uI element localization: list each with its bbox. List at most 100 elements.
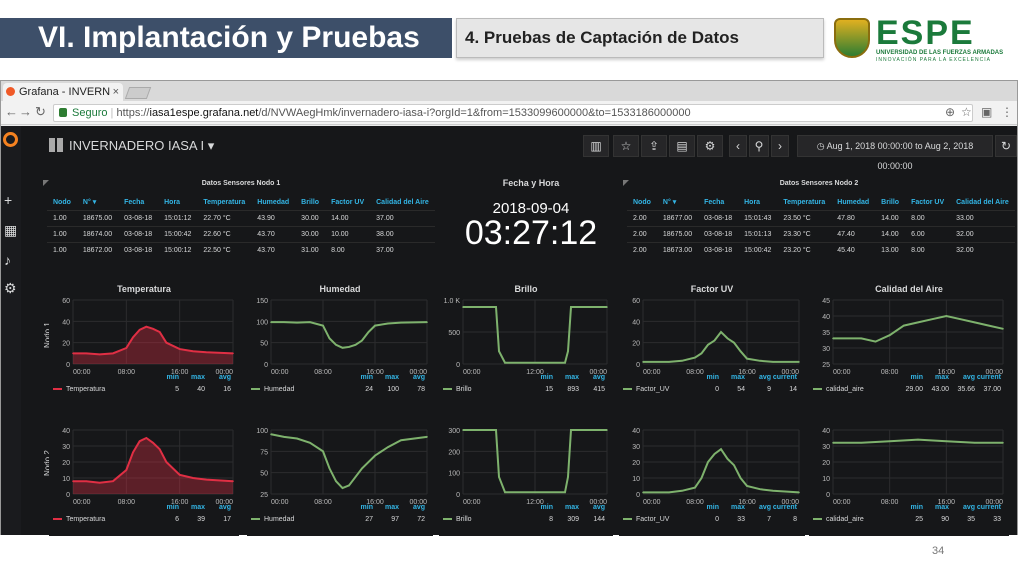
table-header[interactable]: Brillo xyxy=(875,196,905,211)
legend-header[interactable]: min xyxy=(527,504,553,511)
zoom-icon[interactable]: ⊕ xyxy=(945,105,955,119)
legend-series[interactable]: Temperatura xyxy=(53,516,105,523)
legend-header[interactable]: max xyxy=(553,374,579,381)
new-tab-button[interactable] xyxy=(125,87,151,99)
table-header[interactable]: N° ▾ xyxy=(77,196,118,211)
legend-header[interactable]: min xyxy=(347,504,373,511)
table-header[interactable]: Temperatura xyxy=(197,196,251,211)
table-header[interactable]: Brillo xyxy=(295,196,325,211)
settings-gear-icon[interactable]: ⚙ xyxy=(697,135,723,157)
forward-icon[interactable]: → xyxy=(19,104,32,119)
legend-header[interactable]: avg xyxy=(205,374,231,381)
graph-panel[interactable]: 0 10 20 30 40 00:00 08:00 16:00 00:00 min 25 max 90 a… xyxy=(809,412,1009,536)
graph-panel[interactable]: 0 10 20 30 40 00:00 08:00 16:00 00:00 min 6 max 39 av… xyxy=(49,412,239,536)
zoom-out-icon[interactable]: ⚲ xyxy=(749,135,769,157)
extension-icon[interactable]: ▣ xyxy=(981,105,992,119)
table-header[interactable]: Calidad del Aire xyxy=(950,196,1015,211)
legend-header[interactable]: avg xyxy=(949,374,975,381)
browser-tab[interactable]: Grafana - INVERN × xyxy=(3,83,123,101)
table-header[interactable]: Humedad xyxy=(251,196,295,211)
add-panel-icon[interactable]: ▥ xyxy=(583,135,609,157)
legend-series[interactable]: Humedad xyxy=(251,386,294,393)
time-forward-icon[interactable]: › xyxy=(771,135,789,157)
table-header[interactable]: N° ▾ xyxy=(657,196,698,211)
legend-header[interactable]: avg xyxy=(399,374,425,381)
table-header[interactable]: Hora xyxy=(158,196,197,211)
table-header[interactable]: Nodo xyxy=(47,196,77,211)
star-icon[interactable]: ☆ xyxy=(613,135,639,157)
table-header[interactable]: Temperatura xyxy=(777,196,831,211)
legend-series[interactable]: Brillo xyxy=(443,386,472,393)
save-icon[interactable]: ▤ xyxy=(669,135,695,157)
refresh-icon[interactable]: ↻ xyxy=(995,135,1017,157)
graph-panel[interactable]: 0 100 200 300 00:00 12:00 00:00 min 8 max 309 avg 14… xyxy=(439,412,613,536)
legend-header[interactable]: current xyxy=(771,374,797,381)
legend-header[interactable]: max xyxy=(553,504,579,511)
legend-header[interactable]: current xyxy=(771,504,797,511)
legend-header[interactable]: max xyxy=(373,504,399,511)
graph-panel[interactable]: Brillo 0 500 1.0 K 00:00 12:00 00:00 min 15 max 89… xyxy=(439,282,613,406)
legend-header[interactable]: max xyxy=(719,374,745,381)
grafana-logo-icon[interactable] xyxy=(3,132,18,147)
legend-series[interactable]: Temperatura xyxy=(53,386,105,393)
graph-panel[interactable]: Calidad del Aire 25 30 35 40 45 00:00 08:00 16:0… xyxy=(809,282,1009,406)
graph-panel[interactable]: 0 10 20 30 40 00:00 08:00 16:00 00:00 min 0 max 33 av… xyxy=(619,412,805,536)
legend-header[interactable]: avg xyxy=(949,504,975,511)
graph-panel[interactable]: Temperatura 0 20 40 60 00:00 08:00 16:00 00:00 mi… xyxy=(49,282,239,406)
url-input[interactable]: Seguro | https://iasa1espe.grafana.net/d… xyxy=(53,104,973,122)
time-back-icon[interactable]: ‹ xyxy=(729,135,747,157)
legend-series[interactable]: calidad_aire xyxy=(813,516,864,523)
reload-icon[interactable]: ↻ xyxy=(35,104,46,120)
menu-icon[interactable]: ⋮ xyxy=(1001,105,1013,119)
legend-header[interactable]: max xyxy=(923,374,949,381)
dashboards-icon[interactable]: ▦ xyxy=(4,222,17,239)
table-header[interactable]: Calidad del Aire xyxy=(370,196,435,211)
table-header[interactable]: Fecha xyxy=(118,196,158,211)
legend-header[interactable]: avg xyxy=(745,504,771,511)
gear-icon[interactable]: ⚙ xyxy=(4,280,17,297)
legend-header[interactable]: max xyxy=(373,374,399,381)
time-range-picker[interactable]: ◷ Aug 1, 2018 00:00:00 to Aug 2, 2018 00… xyxy=(797,135,993,157)
legend-header[interactable]: avg xyxy=(399,504,425,511)
legend-series[interactable]: Brillo xyxy=(443,516,472,523)
legend-series[interactable]: Factor_UV xyxy=(623,386,669,393)
table-header[interactable]: Factor UV xyxy=(325,196,370,211)
legend-series[interactable]: Factor_UV xyxy=(623,516,669,523)
dashboard-title[interactable]: INVERNADERO IASA I ▾ xyxy=(69,138,214,154)
legend-header[interactable]: current xyxy=(975,374,1001,381)
legend-header[interactable]: min xyxy=(693,504,719,511)
legend-header[interactable]: max xyxy=(179,374,205,381)
legend-header[interactable]: max xyxy=(719,504,745,511)
legend-header[interactable]: avg xyxy=(205,504,231,511)
legend-header[interactable]: avg xyxy=(579,504,605,511)
legend-header[interactable]: min xyxy=(153,504,179,511)
legend-header[interactable]: avg xyxy=(579,374,605,381)
bookmark-star-icon[interactable]: ☆ xyxy=(961,105,972,119)
legend-header[interactable]: max xyxy=(923,504,949,511)
table-header[interactable]: Fecha xyxy=(698,196,738,211)
legend-header[interactable]: min xyxy=(693,374,719,381)
legend-header[interactable]: min xyxy=(153,374,179,381)
graph-panel[interactable]: 25 50 75 100 00:00 08:00 16:00 00:00 min 27 max 97 a… xyxy=(247,412,433,536)
bell-icon[interactable]: ♪ xyxy=(4,252,11,268)
table-header[interactable]: Humedad xyxy=(831,196,875,211)
legend-header[interactable]: min xyxy=(527,374,553,381)
table-header[interactable]: Factor UV xyxy=(905,196,950,211)
plus-icon[interactable]: + xyxy=(4,192,12,208)
x-tick-label: 08:00 xyxy=(118,369,136,376)
table-header[interactable]: Hora xyxy=(738,196,777,211)
graph-panel[interactable]: Factor UV 0 20 40 60 00:00 08:00 16:00 00:00 min 0… xyxy=(619,282,805,406)
legend-header[interactable]: max xyxy=(179,504,205,511)
back-icon[interactable]: ← xyxy=(5,104,18,119)
close-tab-icon[interactable]: × xyxy=(113,83,119,101)
legend-header[interactable]: min xyxy=(897,374,923,381)
legend-header[interactable]: min xyxy=(897,504,923,511)
graph-panel[interactable]: Humedad 0 50 100 150 00:00 08:00 16:00 00:00 min 2… xyxy=(247,282,433,406)
legend-header[interactable]: current xyxy=(975,504,1001,511)
table-header[interactable]: Nodo xyxy=(627,196,657,211)
legend-header[interactable]: min xyxy=(347,374,373,381)
legend-header[interactable]: avg xyxy=(745,374,771,381)
legend-series[interactable]: calidad_aire xyxy=(813,386,864,393)
share-icon[interactable]: ⇪ xyxy=(641,135,667,157)
legend-series[interactable]: Humedad xyxy=(251,516,294,523)
